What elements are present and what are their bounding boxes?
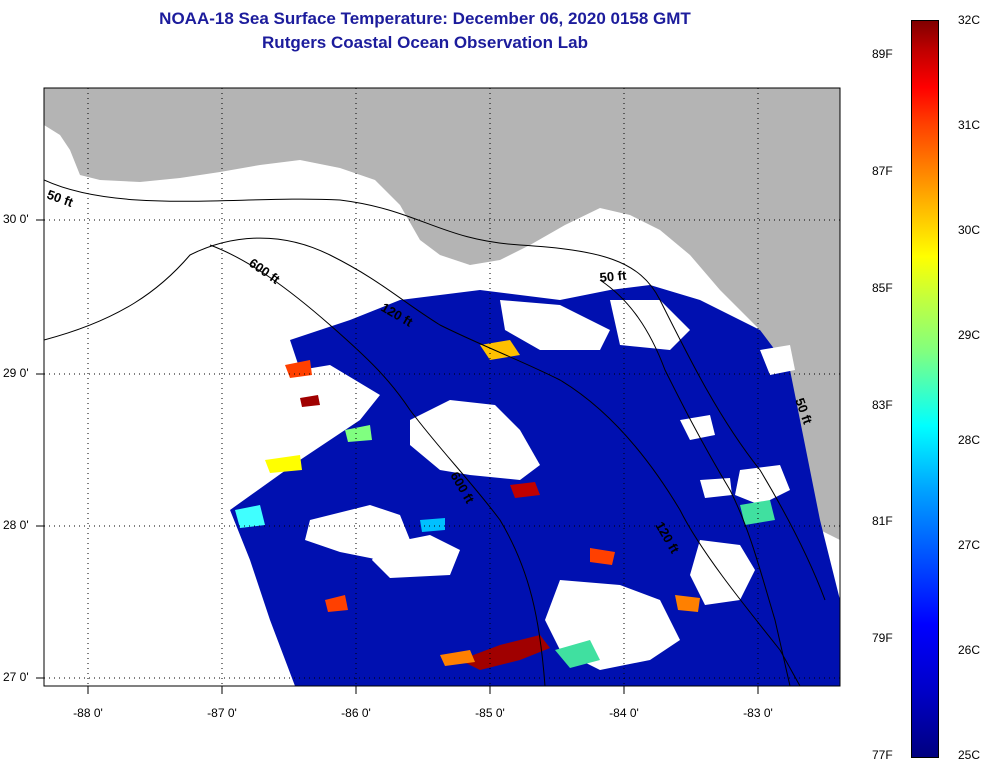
colorbar-c-label: 32C: [958, 13, 981, 27]
land-area: [44, 88, 840, 540]
lon-label: -87 0': [207, 706, 237, 720]
colorbar-f-label: 89F: [872, 47, 893, 61]
lat-label: 29 0': [3, 366, 29, 380]
lon-label: -83 0': [743, 706, 773, 720]
map-subtitle: Rutgers Coastal Ocean Observation Lab: [262, 33, 588, 52]
colorbar-c-label: 28C: [958, 433, 981, 447]
cloud-patches: [305, 300, 795, 670]
contour-label: 50 ft: [599, 268, 628, 285]
colorbar-c-label: 31C: [958, 118, 981, 132]
map-frame: [43, 87, 841, 687]
colorbar-c-label: 25C: [958, 748, 981, 762]
map-title: NOAA-18 Sea Surface Temperature: Decembe…: [159, 9, 691, 28]
lon-label: -88 0': [73, 706, 103, 720]
colorbar-c-label: 29C: [958, 328, 981, 342]
colorbar-f-label: 83F: [872, 398, 893, 412]
colorbar-f-label: 77F: [872, 748, 893, 762]
axis-ticks: [36, 219, 759, 694]
colorbar-c-label: 27C: [958, 538, 981, 552]
warm-spots: [235, 340, 775, 670]
colorbar-c-label: 30C: [958, 223, 981, 237]
colorbar-f-label: 85F: [872, 281, 893, 295]
lat-label: 27 0': [3, 670, 29, 684]
bathymetry-contours: [44, 179, 826, 686]
colorbar-c-label: 26C: [958, 643, 981, 657]
colorbar: [911, 20, 939, 758]
colorbar-f-label: 79F: [872, 631, 893, 645]
lon-label: -85 0': [475, 706, 505, 720]
colorbar-f-label: 81F: [872, 514, 893, 528]
lon-label: -84 0': [609, 706, 639, 720]
colorbar-f-label: 87F: [872, 164, 893, 178]
lon-label: -86 0': [341, 706, 371, 720]
lat-label: 28 0': [3, 518, 29, 532]
lat-label: 30 0': [3, 212, 29, 226]
